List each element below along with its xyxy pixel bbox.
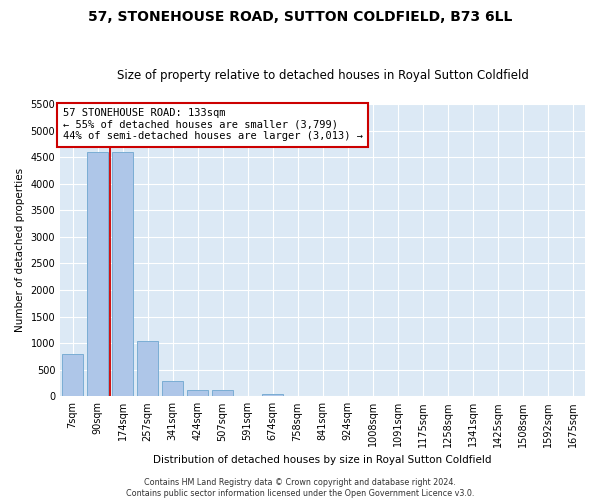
Bar xyxy=(112,152,133,396)
Text: 57, STONEHOUSE ROAD, SUTTON COLDFIELD, B73 6LL: 57, STONEHOUSE ROAD, SUTTON COLDFIELD, B… xyxy=(88,10,512,24)
X-axis label: Distribution of detached houses by size in Royal Sutton Coldfield: Distribution of detached houses by size … xyxy=(154,455,492,465)
Bar xyxy=(262,394,283,396)
Bar xyxy=(212,390,233,396)
Y-axis label: Number of detached properties: Number of detached properties xyxy=(15,168,25,332)
Bar xyxy=(162,382,183,396)
Bar xyxy=(187,390,208,396)
Title: Size of property relative to detached houses in Royal Sutton Coldfield: Size of property relative to detached ho… xyxy=(116,69,529,82)
Text: 57 STONEHOUSE ROAD: 133sqm
← 55% of detached houses are smaller (3,799)
44% of s: 57 STONEHOUSE ROAD: 133sqm ← 55% of deta… xyxy=(62,108,362,142)
Bar xyxy=(62,354,83,397)
Text: Contains HM Land Registry data © Crown copyright and database right 2024.
Contai: Contains HM Land Registry data © Crown c… xyxy=(126,478,474,498)
Bar xyxy=(137,340,158,396)
Bar xyxy=(87,152,108,396)
